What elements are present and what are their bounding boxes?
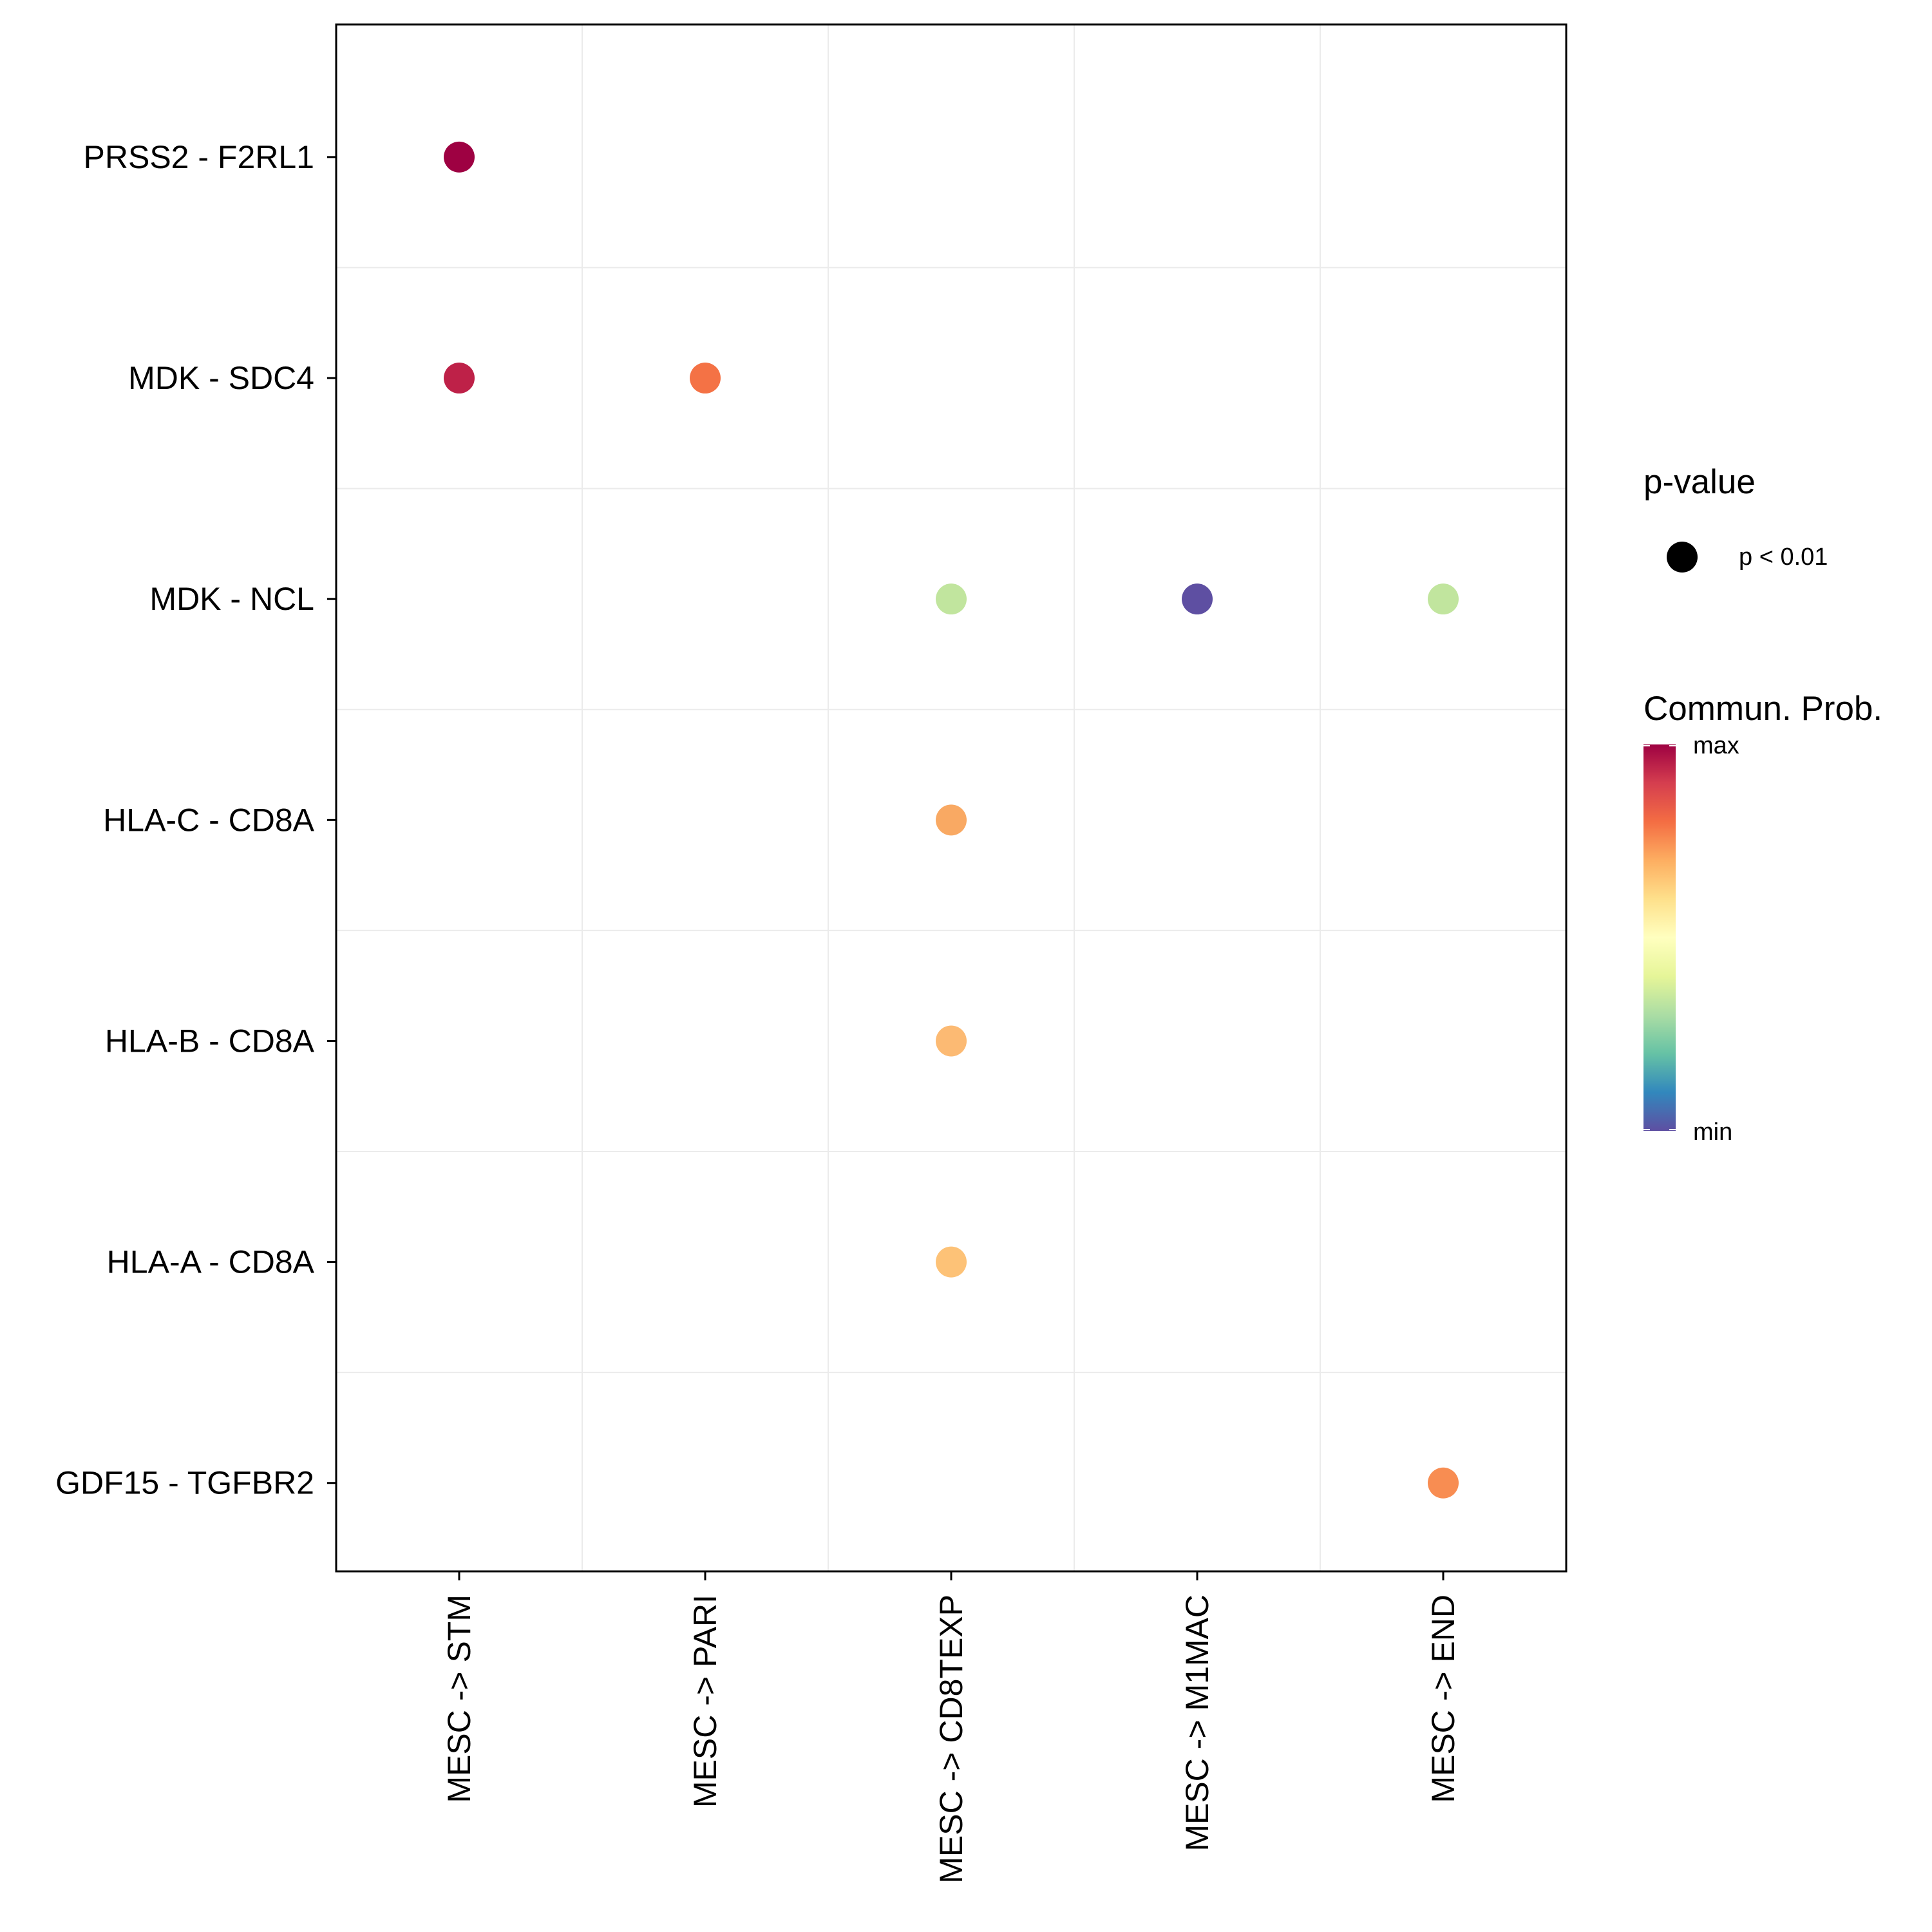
data-point xyxy=(936,583,967,615)
x-tick-label: MESC -> CD8TEXP xyxy=(933,1595,969,1884)
y-tick-label: GDF15 - TGFBR2 xyxy=(55,1465,314,1501)
legend: p-value p < 0.01 Commun. Prob. max min xyxy=(1643,463,1882,1146)
x-tick-label: MESC -> END xyxy=(1425,1595,1461,1803)
pvalue-legend-label: p < 0.01 xyxy=(1739,544,1828,571)
data-point xyxy=(936,1246,967,1278)
x-tick-label: MESC -> STM xyxy=(441,1595,477,1803)
data-point xyxy=(444,363,475,394)
data-point xyxy=(936,1025,967,1057)
colorbar-title: Commun. Prob. xyxy=(1643,690,1882,728)
x-tick-label: MESC -> PARI xyxy=(687,1595,723,1808)
data-point xyxy=(936,804,967,836)
colorbar-max-label: max xyxy=(1693,732,1739,759)
pvalue-legend-marker xyxy=(1667,542,1698,573)
x-tick-label: MESC -> M1MAC xyxy=(1179,1595,1215,1852)
y-tick-label: MDK - SDC4 xyxy=(128,360,314,396)
x-axis: MESC -> STM MESC -> PARI MESC -> CD8TEXP ME… xyxy=(441,1571,1461,1884)
data-point xyxy=(1182,583,1213,615)
colorbar xyxy=(1643,744,1676,1131)
data-point xyxy=(690,363,721,394)
y-tick-label: MDK - NCL xyxy=(149,581,314,617)
y-axis: PRSS2 - F2RL1 MDK - SDC4 MDK - NCL HLA-C - … xyxy=(55,139,336,1501)
data-points xyxy=(444,141,1459,1499)
colorbar-min-label: min xyxy=(1693,1119,1732,1146)
pvalue-legend-title: p-value xyxy=(1643,463,1756,501)
data-point xyxy=(444,141,475,173)
plot-panel-border xyxy=(335,23,1567,1573)
data-point xyxy=(1428,1467,1459,1499)
grid-lines xyxy=(336,24,1566,1571)
y-tick-label: HLA-B - CD8A xyxy=(105,1023,315,1059)
y-tick-label: HLA-C - CD8A xyxy=(103,802,314,838)
data-point xyxy=(1428,583,1459,615)
y-tick-label: HLA-A - CD8A xyxy=(107,1244,315,1280)
y-tick-label: PRSS2 - F2RL1 xyxy=(84,139,314,175)
